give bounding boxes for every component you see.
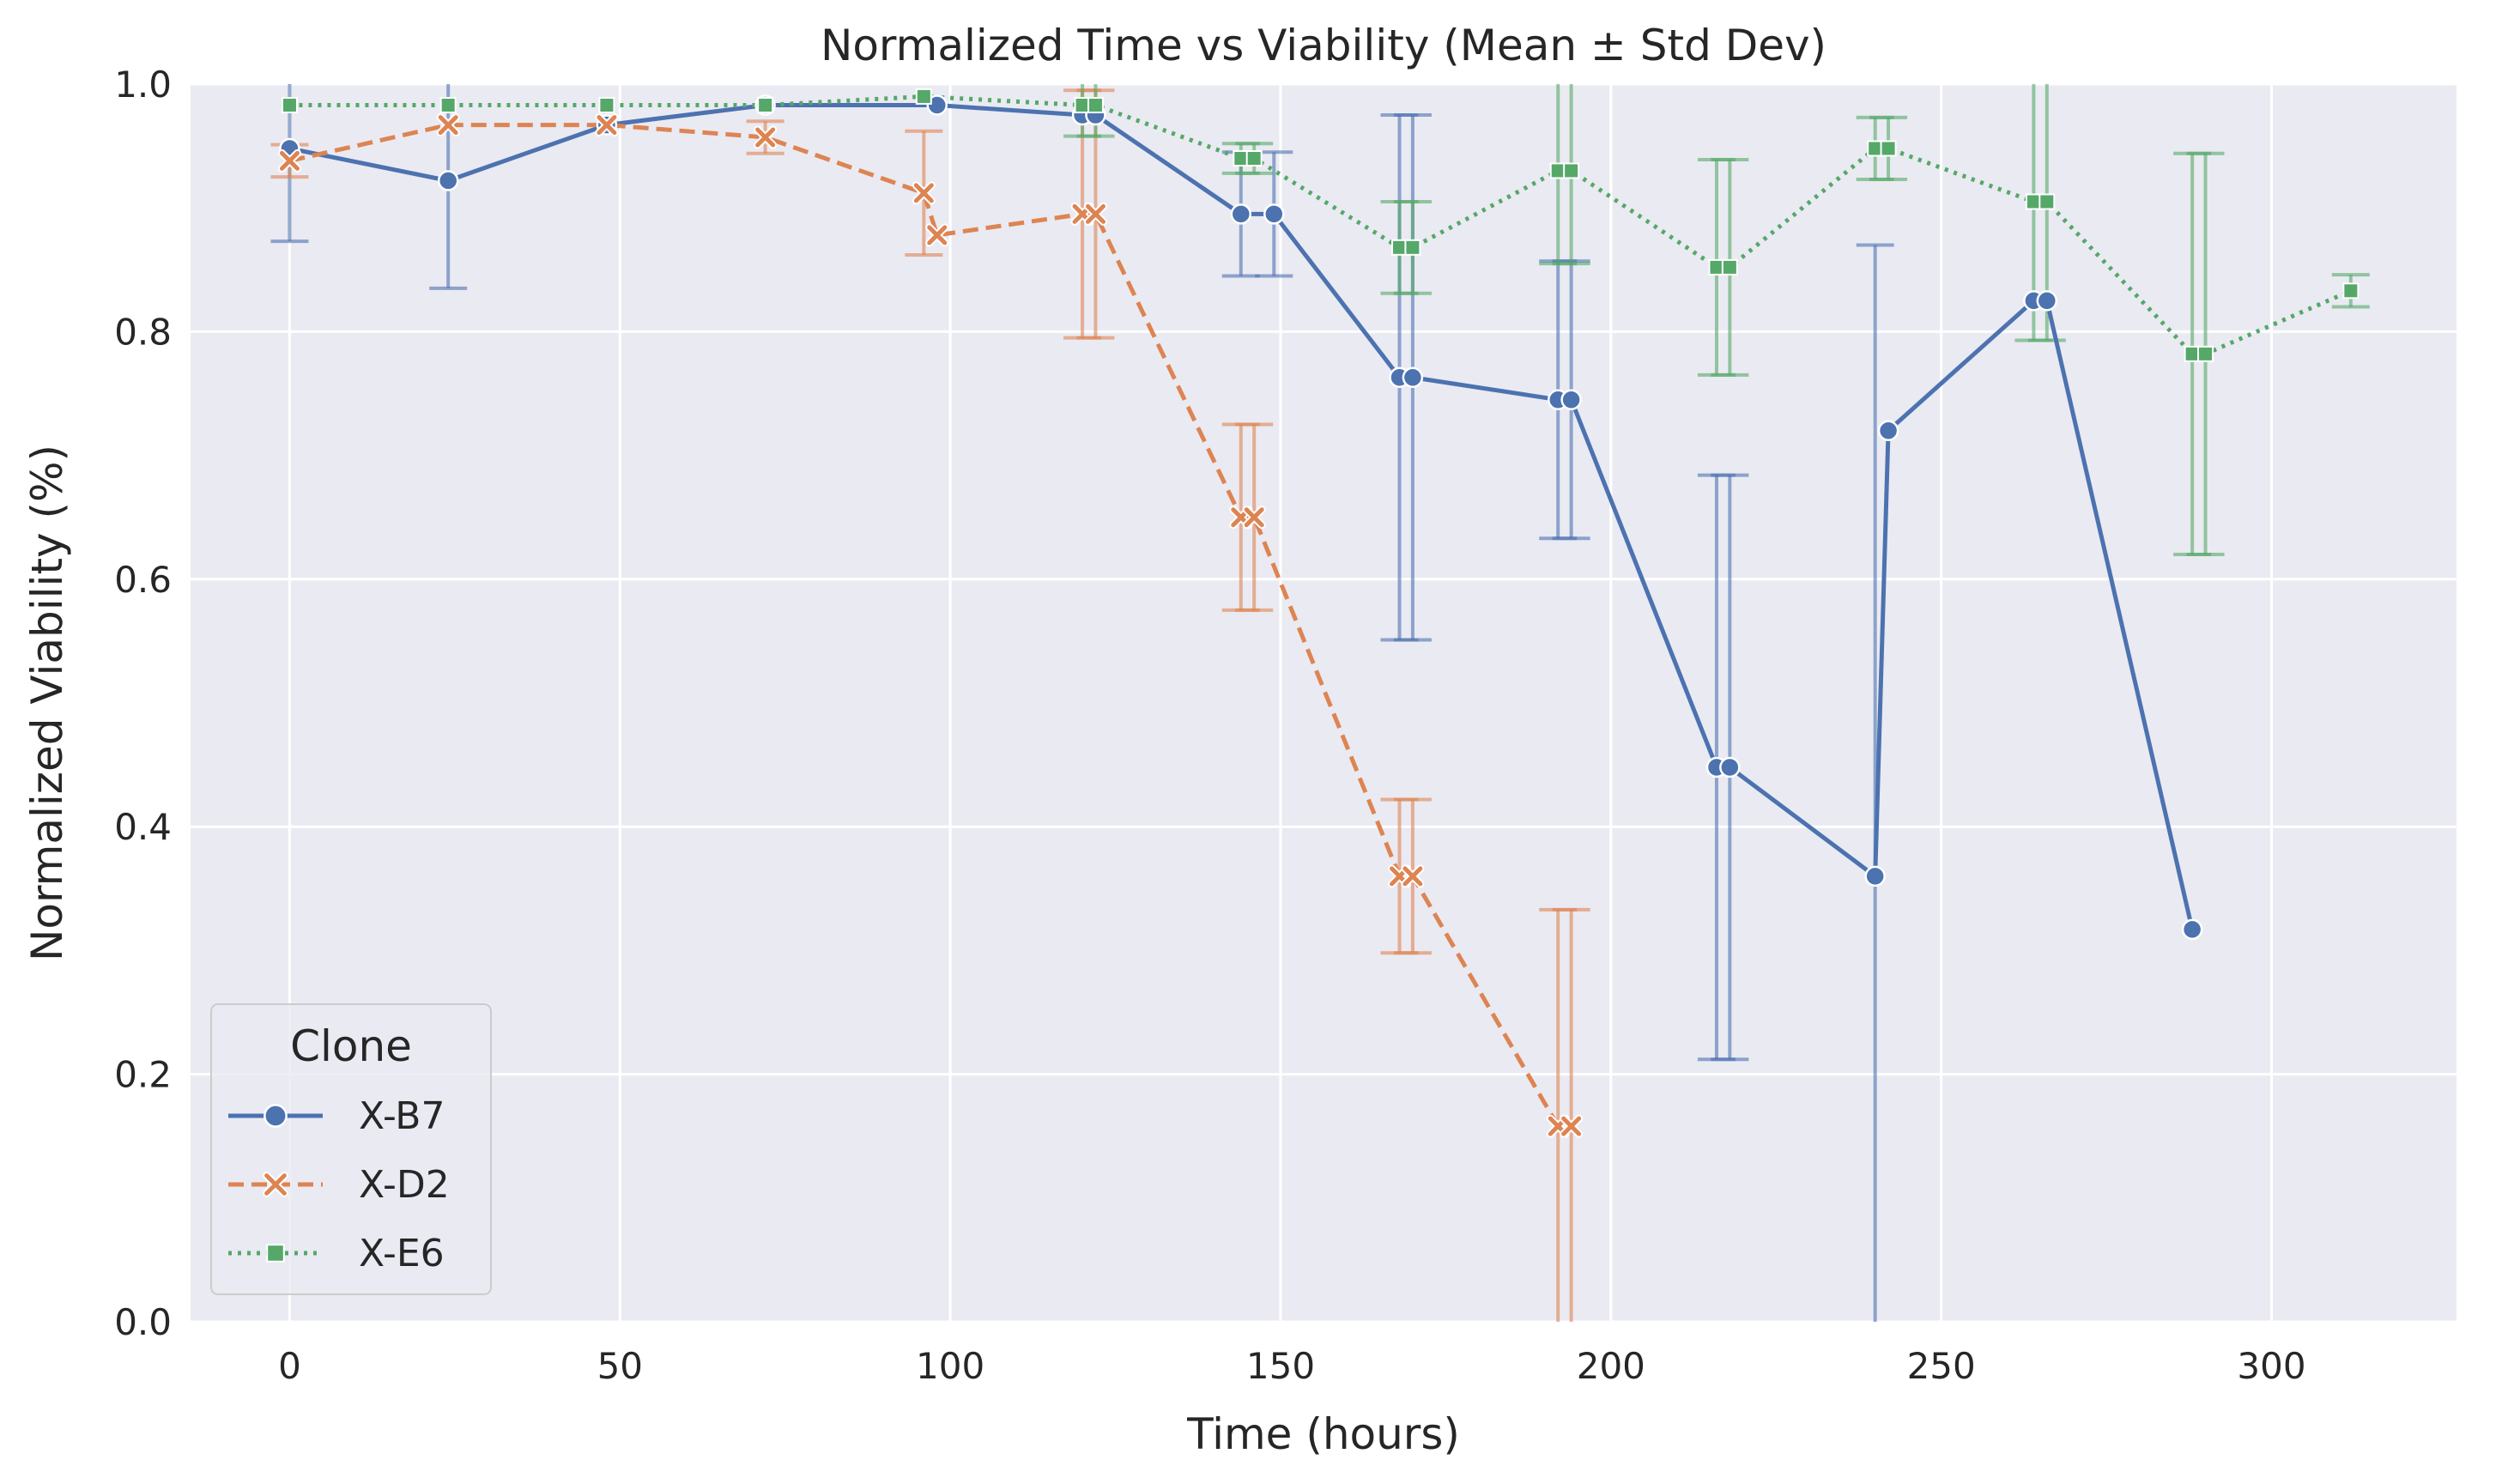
legend-marker-x-b7: [264, 1104, 288, 1128]
tick-labels: 0 50 100 150 200 250 300 0.0 0.2 0.4 0.6 0.8 1.0: [114, 64, 2305, 1387]
legend-title: Clone: [290, 1021, 412, 1071]
point-x-d2: [1402, 866, 1423, 887]
point-x-d2: [438, 115, 458, 136]
error-bar-x-b7: [1856, 243, 1894, 1322]
x-tick-label: 0: [278, 1345, 301, 1387]
y-tick-label: 0.4: [114, 806, 172, 848]
point-x-e6: [1404, 239, 1421, 256]
point-x-d2: [1561, 1116, 1582, 1136]
point-x-e6: [915, 88, 932, 105]
y-tick-label: 0.8: [114, 311, 172, 353]
point-x-e6: [2038, 193, 2056, 210]
legend-label-x-e6: X-E6: [359, 1232, 445, 1275]
x-tick-label: 50: [597, 1345, 643, 1387]
legend-items: X-B7 X-D2 X-E6: [228, 1094, 450, 1275]
point-x-d2: [279, 150, 300, 171]
legend-item-x-d2: X-D2: [228, 1163, 450, 1207]
x-tick-label: 100: [916, 1345, 984, 1387]
point-x-e6: [1721, 258, 1738, 276]
y-tick-label: 1.0: [114, 64, 172, 106]
point-x-d2: [913, 183, 934, 203]
point-x-b7: [1719, 756, 1741, 778]
point-x-e6: [1880, 140, 1897, 157]
legend-label-x-d2: X-D2: [359, 1163, 450, 1207]
point-x-e6: [1563, 162, 1580, 179]
point-x-d2: [597, 115, 617, 136]
grid-lines: [191, 82, 2456, 1323]
series-markers: [277, 88, 2360, 1138]
point-x-b7: [1263, 203, 1285, 225]
point-x-b7: [2181, 918, 2203, 941]
point-x-b7: [1877, 420, 1899, 442]
y-axis-label: Normalized Viability (%): [22, 445, 72, 961]
x-tick-label: 250: [1907, 1345, 1976, 1387]
x-axis-label: Time (hours): [1186, 1409, 1460, 1459]
y-tick-label: 0.2: [114, 1054, 172, 1096]
legend-marker-x-d2: [264, 1173, 287, 1196]
point-x-e6: [1245, 150, 1263, 167]
point-x-e6: [2342, 282, 2360, 300]
x-tick-label: 200: [1577, 1345, 1645, 1387]
point-x-e6: [2197, 345, 2214, 362]
point-x-b7: [1864, 865, 1886, 887]
point-x-b7: [1560, 389, 1582, 410]
legend: Clone X-B7 X-D2 X-E6: [210, 1003, 492, 1295]
plot-area: [191, 84, 2456, 1322]
point-x-b7: [437, 170, 459, 191]
x-tick-label: 150: [1246, 1345, 1315, 1387]
chart-title: Normalized Time vs Viability (Mean ± Std…: [821, 21, 1826, 70]
point-x-d2: [927, 225, 948, 245]
point-x-e6: [439, 97, 457, 114]
point-x-b7: [926, 94, 948, 116]
y-tick-label: 0.6: [114, 559, 172, 601]
legend-box: [210, 1003, 492, 1295]
point-x-d2: [1244, 507, 1264, 528]
legend-label-x-b7: X-B7: [359, 1094, 445, 1138]
point-x-d2: [755, 127, 776, 148]
point-x-e6: [757, 97, 774, 114]
point-x-e6: [1087, 97, 1104, 114]
point-x-b7: [1230, 203, 1252, 225]
y-tick-label: 0.0: [114, 1301, 172, 1343]
point-x-e6: [598, 97, 615, 114]
point-x-b7: [2036, 290, 2058, 312]
x-tick-label: 300: [2237, 1345, 2305, 1387]
error-bar-x-d2: [1552, 907, 1590, 1322]
point-x-e6: [281, 97, 298, 114]
legend-marker-x-e6: [266, 1244, 285, 1263]
point-x-d2: [1085, 203, 1106, 224]
point-x-b7: [1402, 366, 1424, 389]
legend-item-x-b7: X-B7: [228, 1094, 445, 1138]
legend-item-x-e6: X-E6: [228, 1232, 445, 1275]
